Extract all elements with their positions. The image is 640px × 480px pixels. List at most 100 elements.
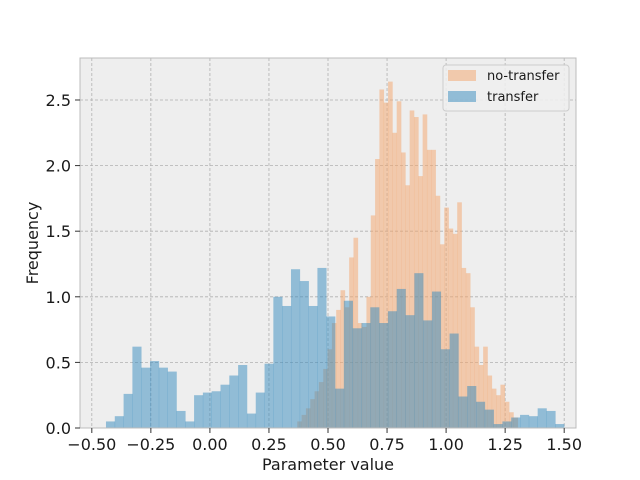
bar-transfer: [431, 291, 442, 428]
bar-transfer: [379, 323, 389, 428]
bar-transfer: [511, 417, 521, 428]
bar-transfer: [555, 424, 565, 428]
y-tick-label: 0.0: [46, 419, 71, 438]
bar-transfer: [114, 416, 124, 428]
y-tick-label: 0.5: [46, 353, 71, 372]
bar-transfer: [167, 371, 177, 428]
x-tick-label: 1.00: [428, 435, 464, 454]
bar-no-transfer: [383, 102, 389, 429]
x-tick-label: 0.75: [369, 435, 405, 454]
histogram-bars: [105, 81, 565, 429]
bar-transfer: [150, 361, 160, 428]
bar-transfer: [467, 386, 477, 428]
bar-no-transfer: [431, 149, 436, 428]
legend-swatch-no-transfer: [448, 70, 476, 81]
bar-no-transfer: [504, 401, 510, 428]
bar-no-transfer: [439, 244, 445, 428]
bar-transfer: [299, 281, 309, 428]
bar-transfer: [290, 269, 301, 428]
bar-transfer: [537, 408, 547, 428]
bar-transfer: [317, 267, 327, 428]
bar-transfer: [194, 395, 204, 428]
bar-transfer: [405, 315, 415, 428]
bar-transfer: [414, 273, 424, 428]
bar-no-transfer: [444, 207, 449, 428]
bar-no-transfer: [457, 202, 462, 428]
legend-label-no-transfer: no-transfer: [487, 69, 560, 84]
bar-transfer: [387, 311, 398, 428]
bar-no-transfer: [448, 228, 454, 428]
x-tick-label: −0.50: [67, 435, 116, 454]
bar-no-transfer: [396, 101, 402, 428]
bar-transfer: [211, 391, 221, 428]
axis-ticks: −0.50 −0.25 0.00 0.25 0.50 0.75 1.00 1.25 1.50 0.…: [46, 91, 582, 454]
bar-no-transfer: [405, 185, 410, 428]
bar-no-transfer: [500, 384, 506, 428]
bar-transfer: [352, 328, 362, 428]
bar-no-transfer: [491, 388, 497, 428]
bar-transfer: [202, 392, 212, 428]
y-tick-label: 2.0: [46, 157, 71, 176]
bar-transfer: [502, 421, 512, 428]
x-axis-label: Parameter value: [262, 455, 394, 474]
bar-no-transfer: [388, 81, 393, 429]
bar-no-transfer: [487, 375, 493, 428]
bar-transfer: [264, 363, 274, 428]
bar-no-transfer: [426, 149, 432, 428]
bar-transfer: [520, 414, 530, 428]
y-tick-label: 2.5: [46, 91, 71, 110]
bar-transfer: [449, 333, 459, 428]
bar-no-transfer: [474, 346, 480, 428]
bar-no-transfer: [375, 159, 380, 428]
x-tick-label: 0.50: [310, 435, 346, 454]
y-tick-label: 1.0: [46, 288, 71, 307]
bar-no-transfer: [496, 395, 501, 428]
x-tick-label: −0.25: [126, 435, 175, 454]
bar-no-transfer: [452, 233, 458, 428]
bar-transfer: [273, 296, 283, 428]
y-tick-label: 1.5: [46, 222, 71, 241]
bar-transfer: [123, 393, 133, 428]
bar-transfer: [176, 410, 186, 428]
bar-no-transfer: [483, 346, 488, 428]
bar-transfer: [370, 307, 380, 428]
bar-no-transfer: [465, 273, 471, 428]
bar-transfer: [105, 421, 116, 428]
bar-transfer: [132, 346, 142, 428]
bar-transfer: [255, 392, 265, 428]
bar-transfer: [158, 367, 168, 428]
bar-transfer: [475, 401, 486, 428]
bar-no-transfer: [478, 365, 484, 428]
bar-transfer: [546, 410, 556, 428]
bar-no-transfer: [409, 110, 415, 428]
bar-transfer: [229, 375, 239, 428]
bar-transfer: [308, 305, 318, 428]
bar-transfer: [528, 416, 538, 428]
bar-transfer: [335, 388, 345, 428]
bar-no-transfer: [413, 117, 419, 429]
x-tick-label: 1.25: [487, 435, 523, 454]
bar-transfer: [141, 367, 151, 428]
bar-no-transfer: [392, 132, 398, 428]
bar-transfer: [185, 421, 195, 428]
bar-no-transfer: [340, 290, 346, 428]
bar-no-transfer: [470, 307, 475, 428]
legend-label-transfer: transfer: [487, 90, 539, 105]
bar-transfer: [396, 288, 406, 428]
bar-transfer: [423, 320, 433, 428]
bar-no-transfer: [379, 89, 385, 428]
bar-transfer: [484, 409, 494, 428]
bar-transfer: [458, 396, 468, 428]
bar-transfer: [440, 349, 450, 428]
bar-transfer: [326, 316, 336, 428]
legend: no-transfer transfer: [442, 64, 570, 112]
bar-transfer: [246, 413, 257, 428]
y-axis-label: Frequency: [23, 202, 42, 285]
bar-transfer: [238, 365, 248, 428]
bar-transfer: [220, 384, 230, 428]
x-tick-label: 0.25: [251, 435, 287, 454]
x-tick-label: 1.50: [546, 435, 582, 454]
bar-no-transfer: [461, 267, 467, 428]
bar-no-transfer: [422, 114, 428, 428]
